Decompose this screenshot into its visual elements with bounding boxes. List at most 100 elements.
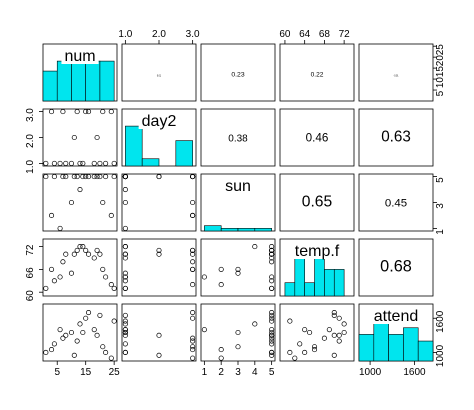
scatter-point bbox=[156, 352, 162, 358]
scatter-point bbox=[74, 247, 80, 253]
histogram-bar bbox=[294, 255, 305, 297]
panel-frame bbox=[42, 108, 118, 167]
y-tick-label: 3 bbox=[435, 203, 446, 209]
y-tick-label: 66 bbox=[25, 267, 36, 279]
panel-frame bbox=[279, 43, 355, 102]
scatter-point bbox=[43, 160, 49, 166]
scatter-point bbox=[71, 251, 77, 257]
histogram-bar bbox=[175, 140, 193, 167]
scatter-point bbox=[269, 255, 275, 261]
histogram-bar bbox=[141, 158, 160, 167]
scatter-point bbox=[68, 160, 75, 166]
histogram-bar bbox=[417, 340, 434, 362]
scatter-point bbox=[331, 352, 337, 358]
scatter-point bbox=[269, 335, 275, 341]
panel-frame bbox=[358, 238, 434, 297]
correlation-label: 0.22 bbox=[311, 72, 324, 79]
scatter-point bbox=[74, 174, 80, 180]
scatter-point bbox=[60, 335, 66, 341]
scatter-point bbox=[190, 338, 196, 344]
scatter-point bbox=[111, 160, 117, 166]
scatter-point bbox=[103, 274, 109, 280]
scatter-point bbox=[60, 259, 66, 265]
panel-frame bbox=[121, 303, 197, 362]
scatter-point bbox=[190, 174, 196, 180]
scatter-point bbox=[97, 251, 103, 257]
y-tick-label: 10 bbox=[435, 77, 446, 89]
scatter-point bbox=[51, 341, 57, 347]
histogram-bar bbox=[403, 327, 419, 362]
scatter-point bbox=[252, 321, 258, 327]
scatter-point bbox=[235, 270, 241, 276]
scatter-point bbox=[122, 270, 128, 276]
scatter-point bbox=[83, 247, 89, 253]
scatter-point bbox=[297, 341, 303, 347]
histogram-bar bbox=[254, 228, 272, 232]
scatter-point bbox=[269, 332, 275, 338]
scatter-point bbox=[235, 329, 241, 336]
panel-frame bbox=[121, 173, 197, 232]
scatter-point bbox=[218, 266, 224, 272]
scatter-point bbox=[103, 160, 109, 166]
histogram-bar bbox=[204, 225, 222, 232]
scatter-point bbox=[122, 186, 128, 193]
scatter-point bbox=[77, 244, 83, 250]
correlation-label: 0.45 bbox=[385, 198, 407, 210]
scatter-point bbox=[156, 247, 162, 253]
scatter-point bbox=[111, 318, 117, 324]
scatter-point bbox=[122, 285, 128, 291]
scatter-point bbox=[269, 285, 275, 291]
scatter-point bbox=[269, 309, 275, 316]
y-tick-label: 20 bbox=[435, 55, 446, 67]
scatter-point bbox=[68, 329, 75, 336]
y-tick-label: 1000 bbox=[435, 344, 446, 367]
scatter-point bbox=[190, 315, 196, 321]
scatter-point bbox=[122, 244, 128, 250]
scatter-point bbox=[287, 318, 293, 324]
scatter-point bbox=[111, 174, 117, 180]
scatter-point bbox=[103, 349, 109, 356]
scatter-point bbox=[80, 329, 86, 336]
y-tick-label: 2.0 bbox=[25, 134, 36, 148]
scatter-point bbox=[85, 309, 92, 316]
scatter-point bbox=[269, 341, 275, 347]
y-tick-label: 15 bbox=[435, 66, 446, 78]
x-tick-label: 2.0 bbox=[152, 29, 166, 40]
scatter-point bbox=[85, 174, 92, 180]
panel-frame bbox=[42, 173, 118, 232]
scatter-point bbox=[190, 247, 196, 253]
scatter-point bbox=[235, 266, 241, 272]
x-tick-label: 15 bbox=[80, 367, 92, 378]
scatter-point bbox=[122, 349, 128, 356]
scatter-point bbox=[331, 332, 337, 338]
x-tick-label: 1.0 bbox=[118, 29, 132, 40]
variable-name: temp.f bbox=[295, 243, 340, 260]
scatter-point bbox=[122, 321, 128, 327]
histogram-bar bbox=[237, 228, 256, 232]
variable-name-box bbox=[291, 244, 343, 259]
scatter-point bbox=[190, 344, 196, 350]
scatter-point bbox=[190, 212, 196, 219]
y-tick-label: 72 bbox=[25, 244, 36, 256]
scatter-point bbox=[190, 282, 196, 288]
panel-frame bbox=[279, 108, 355, 167]
scatter-point bbox=[43, 349, 49, 356]
scatter-point bbox=[83, 315, 89, 321]
scatter-point bbox=[218, 355, 224, 361]
panel-frame bbox=[279, 173, 355, 232]
histogram-bar bbox=[324, 269, 335, 297]
scatter-point bbox=[201, 274, 207, 280]
histogram-bar bbox=[333, 269, 345, 297]
scatter-point bbox=[269, 352, 275, 358]
scatter-point bbox=[122, 199, 128, 206]
panel-frame bbox=[42, 303, 118, 362]
scatter-point bbox=[63, 174, 69, 180]
scatter-point bbox=[331, 309, 337, 316]
scatter-point bbox=[80, 160, 86, 166]
scatter-point bbox=[48, 347, 55, 353]
variable-name: day2 bbox=[142, 113, 177, 130]
panel-frame bbox=[358, 108, 434, 167]
scatter-point bbox=[111, 285, 117, 291]
scatter-point bbox=[51, 278, 57, 284]
x-tick-label: 68 bbox=[319, 29, 331, 40]
